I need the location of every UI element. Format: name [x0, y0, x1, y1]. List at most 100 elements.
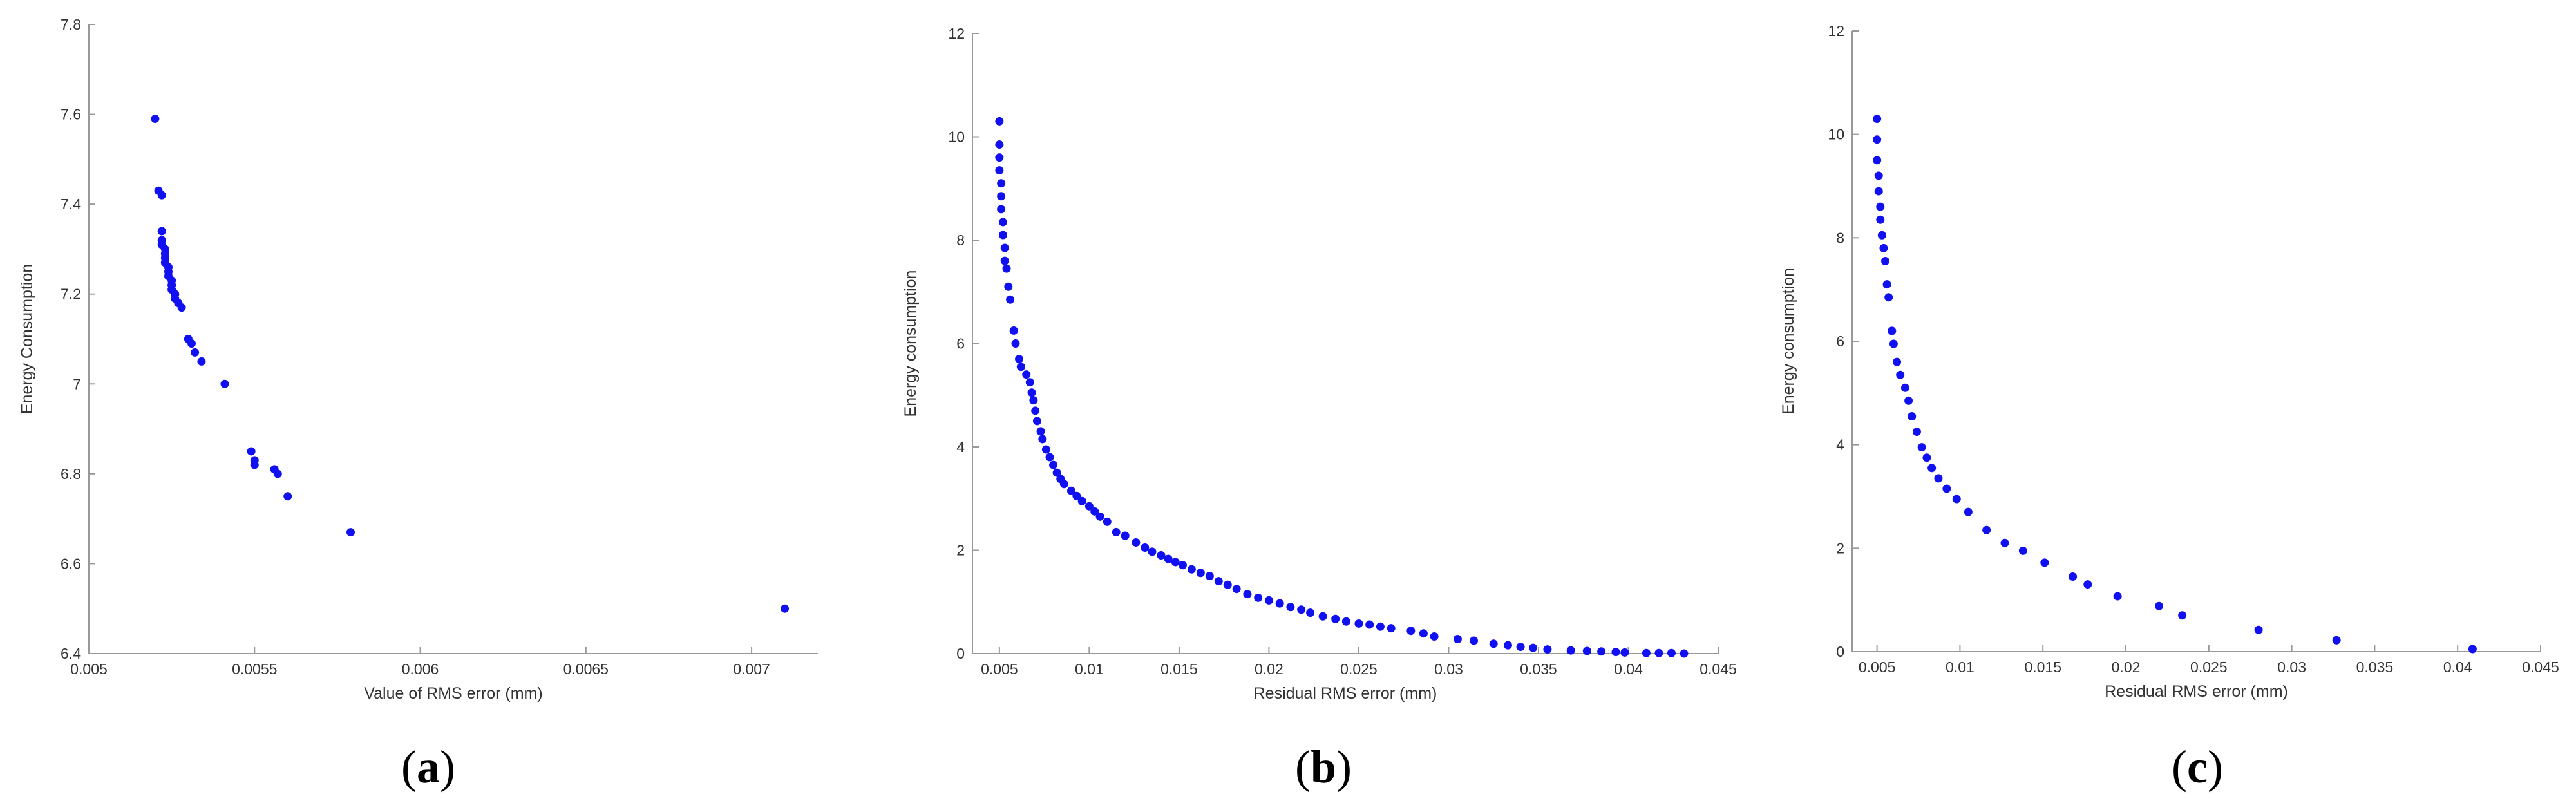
data-point: [177, 303, 186, 312]
data-point: [1964, 507, 1973, 516]
data-point: [1032, 417, 1041, 426]
data-point: [1297, 605, 1306, 614]
x-tick-label: 0.006: [402, 661, 439, 677]
data-point: [995, 166, 1004, 175]
data-point: [1000, 243, 1009, 252]
data-point: [1376, 622, 1385, 631]
data-point: [2018, 546, 2027, 555]
data-point: [283, 492, 292, 501]
data-point: [1430, 632, 1439, 641]
data-point: [250, 460, 259, 469]
data-point: [1004, 282, 1013, 291]
y-axis-label: Energy consumption: [902, 270, 920, 417]
data-point: [197, 357, 206, 366]
data-point: [1232, 585, 1241, 594]
y-tick-label: 0: [1836, 643, 1844, 660]
x-tick-label: 0.025: [2190, 659, 2228, 675]
data-point: [1900, 383, 1909, 392]
data-point: [2040, 558, 2049, 567]
data-point: [2000, 538, 2009, 547]
data-point: [1090, 507, 1099, 516]
data-point: [1016, 363, 1025, 372]
data-point: [1529, 643, 1538, 652]
data-point: [1873, 115, 1882, 124]
x-tick-label: 0.04: [1614, 661, 1643, 677]
data-point: [1642, 648, 1651, 657]
data-point: [1095, 512, 1104, 521]
data-point: [2332, 636, 2341, 645]
data-point: [1103, 517, 1112, 526]
data-point: [997, 205, 1006, 214]
y-tick-label: 7: [73, 375, 81, 392]
y-tick-label: 12: [948, 25, 965, 42]
x-tick-label: 0.035: [2356, 659, 2394, 675]
data-point: [2254, 625, 2263, 634]
x-tick-label: 0.02: [1255, 661, 1283, 677]
data-point: [1982, 525, 1991, 534]
data-point: [1052, 468, 1061, 477]
x-tick-label: 0.015: [2024, 659, 2061, 675]
data-point: [247, 447, 256, 456]
data-point: [1036, 427, 1045, 436]
data-point: [1884, 293, 1893, 302]
x-tick-label: 0.035: [1520, 661, 1557, 677]
x-axis-label: Residual RMS error (mm): [1254, 684, 1437, 702]
data-point: [1112, 527, 1121, 536]
y-tick-label: 2: [1836, 540, 1844, 556]
x-tick-label: 0.007: [733, 661, 770, 677]
y-tick-label: 6.8: [61, 466, 81, 482]
data-point: [1908, 411, 1917, 420]
panel-label: (b): [1295, 741, 1352, 793]
data-point: [1917, 443, 1926, 452]
y-tick-label: 6: [956, 335, 965, 352]
data-point: [1889, 339, 1898, 348]
data-point: [1002, 264, 1011, 273]
data-point: [220, 379, 229, 388]
data-point: [1178, 561, 1187, 570]
data-point: [1896, 370, 1905, 379]
data-point: [1015, 355, 1024, 364]
x-tick-label: 0.02: [2112, 659, 2141, 675]
data-point: [1597, 647, 1606, 656]
data-point: [2178, 611, 2187, 620]
y-tick-label: 7.6: [61, 106, 81, 123]
data-point: [1223, 580, 1232, 589]
data-point: [1952, 495, 1961, 504]
y-tick-label: 7.2: [61, 286, 81, 303]
data-point: [1041, 445, 1050, 454]
data-point: [1904, 396, 1913, 405]
data-point: [1243, 590, 1252, 599]
data-point: [995, 153, 1004, 162]
y-tick-label: 2: [956, 542, 965, 559]
data-point: [997, 192, 1006, 201]
chart-panel-a: 0.005 0.0055 0.006 0.0065 0.007 6.4 6.6 6.8 7 7.2…: [18, 16, 818, 793]
y-axis-label: Energy consumption: [1779, 268, 1797, 415]
data-point: [781, 604, 790, 613]
data-point: [1045, 453, 1054, 462]
chart-panel-c: 0.005 0.01 0.015 0.02 0.025 0.03 0.035 0.04 0.04…: [1779, 23, 2559, 793]
data-point: [1942, 484, 1951, 493]
y-tick-label: 7.8: [61, 16, 81, 33]
data-point: [1214, 577, 1223, 586]
data-point: [1031, 406, 1040, 415]
data-point: [1927, 464, 1937, 473]
data-point: [1566, 646, 1575, 655]
data-point: [1264, 596, 1273, 605]
data-point: [1121, 531, 1130, 540]
x-tick-label: 0.005: [70, 661, 108, 677]
data-point: [995, 117, 1004, 126]
x-tick-label: 0.01: [1946, 659, 1975, 675]
y-tick-label: 10: [948, 129, 965, 146]
x-tick-label: 0.005: [981, 661, 1018, 677]
data-point: [1406, 627, 1416, 636]
y-tick-label: 12: [1828, 23, 1844, 39]
data-point: [1205, 572, 1214, 581]
y-tick-label: 4: [956, 438, 965, 455]
data-point: [1912, 428, 1921, 437]
panel-label: (a): [401, 741, 455, 793]
x-tick-label: 0.005: [1859, 659, 1896, 675]
data-point: [187, 339, 196, 348]
data-point: [1365, 620, 1374, 629]
data-point: [1187, 565, 1196, 574]
data-point: [346, 528, 355, 537]
